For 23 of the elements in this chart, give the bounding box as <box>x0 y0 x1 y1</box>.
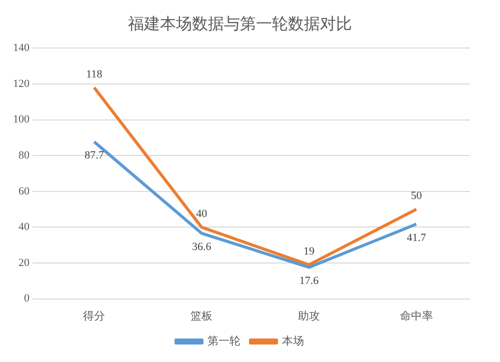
legend-label: 第一轮 <box>208 334 240 348</box>
data-label: 41.7 <box>406 232 426 244</box>
data-label: 36.6 <box>192 241 212 254</box>
y-tick-label: 20 <box>18 256 30 269</box>
data-label: 118 <box>86 68 103 80</box>
y-tick-label: 140 <box>13 42 30 54</box>
y-tick-label: 120 <box>13 78 30 90</box>
chart-title: 福建本场数据与第一轮数据对比 <box>128 14 352 33</box>
y-tick-label: 60 <box>18 185 30 198</box>
x-tick-label: 命中率 <box>400 309 433 322</box>
y-tick-label: 40 <box>18 221 30 234</box>
y-tick-label: 80 <box>18 149 30 162</box>
data-label: 50 <box>410 190 422 202</box>
y-tick-label: 0 <box>24 292 30 305</box>
y-tick-label: 100 <box>13 114 30 126</box>
data-label: 17.6 <box>299 275 320 288</box>
data-label: 19 <box>303 246 315 258</box>
x-tick-label: 篮板 <box>190 309 213 322</box>
data-label: 87.7 <box>84 150 104 162</box>
x-tick-label: 得分 <box>83 309 106 322</box>
legend-label: 本场 <box>282 334 304 348</box>
data-label: 40 <box>196 208 208 220</box>
x-tick-label: 助攻 <box>298 309 320 322</box>
